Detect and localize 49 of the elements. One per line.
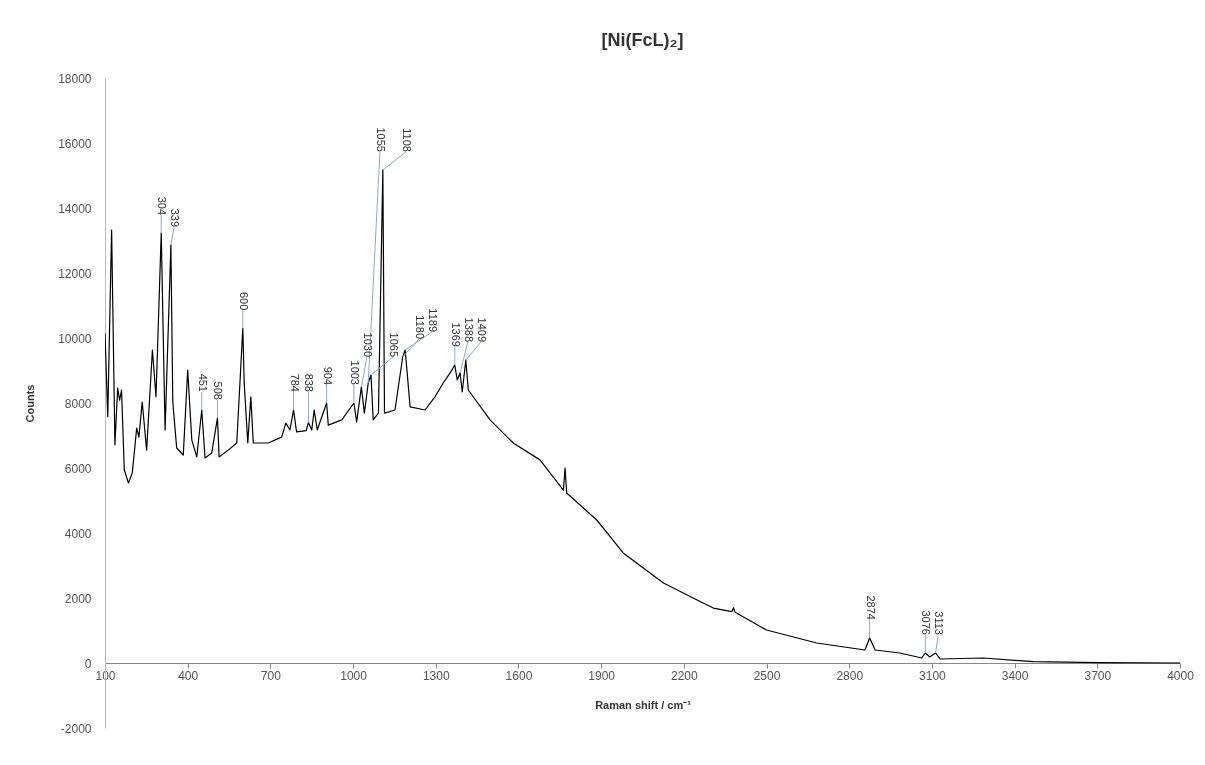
x-tick-label: 1300 (422, 668, 450, 683)
x-tick-label: 4000 (1167, 668, 1195, 683)
x-tick-label: 1600 (505, 668, 533, 683)
y-tick-label: 12000 (58, 266, 92, 281)
annotation: 1030 (361, 332, 374, 358)
x-tick-label: 3700 (1084, 668, 1112, 683)
annotation: 1108 (400, 128, 413, 152)
annotation: 3076 (920, 610, 933, 635)
x-tick-label: 700 (260, 668, 282, 683)
annotation: 1055 (374, 127, 387, 152)
y-tick-label: 2000 (64, 591, 92, 606)
annotation: 904 (321, 366, 334, 385)
x-tick-label: 2800 (836, 668, 864, 683)
y-axis-title: Counts (24, 384, 37, 423)
y-tick-label: 8000 (64, 396, 92, 411)
x-tick-label: 2200 (670, 668, 699, 683)
x-tick-label: 2500 (753, 668, 781, 683)
annotation: 1003 (348, 360, 361, 385)
annotation: 1180 (413, 315, 426, 340)
annotation: 838 (303, 373, 316, 392)
x-tick-label: 3100 (919, 668, 947, 683)
x-tick-label: 400 (178, 668, 199, 683)
y-tick-label: -2000 (60, 721, 92, 736)
y-tick-label: 16000 (58, 136, 92, 151)
x-tick-label: 1900 (588, 668, 616, 683)
annotation: 2874 (864, 595, 877, 620)
annotation: 1388 (462, 317, 475, 343)
annotation: 451 (196, 373, 209, 392)
annotation: 1065 (387, 332, 400, 358)
y-tick-label: 6000 (64, 461, 92, 476)
y-tick-label: 18000 (58, 71, 92, 86)
annotation: 1189 (426, 308, 439, 333)
y-tick-label: 14000 (58, 201, 92, 216)
x-axis-title: Raman shift / cm⁻¹ (595, 698, 692, 711)
annotation: 3113 (933, 611, 946, 635)
annotation: 1369 (449, 322, 462, 347)
annotation: 784 (288, 373, 301, 392)
x-tick-label: 1000 (340, 668, 368, 683)
chart-title: [Ni(FcL)₂] (601, 30, 684, 50)
x-tick-label: 100 (95, 668, 116, 683)
x-tick-label: 3400 (1001, 668, 1029, 683)
annotation: 508 (212, 381, 225, 400)
annotation: 600 (237, 291, 250, 311)
y-tick-label: 10000 (58, 331, 92, 346)
annotation: 304 (156, 196, 169, 216)
y-tick-label: 0 (84, 656, 92, 671)
y-tick-label: 4000 (64, 526, 92, 541)
annotation: 1409 (475, 317, 488, 343)
annotation: 339 (169, 208, 182, 228)
